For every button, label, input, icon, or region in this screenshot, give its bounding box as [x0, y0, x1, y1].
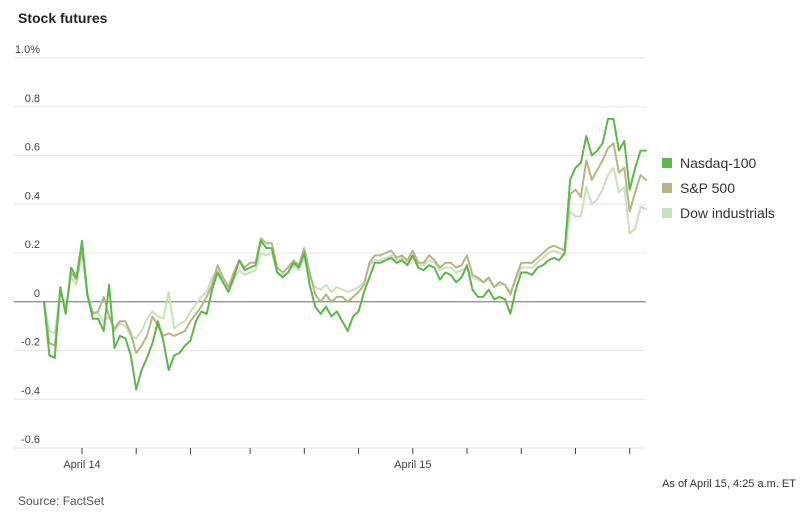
legend-label-nasdaq: Nasdaq-100 [680, 154, 757, 171]
x-tick-label: April 15 [394, 459, 431, 471]
x-tick-label: April 14 [63, 459, 100, 471]
source-note: Source: FactSet [18, 494, 105, 508]
series-line-dow [43, 166, 647, 340]
y-tick-label: -0.6 [21, 434, 40, 446]
legend-item-dow: Dow industrials [662, 200, 775, 225]
chart-title: Stock futures [18, 10, 108, 26]
legend-item-sp500: S&P 500 [662, 175, 775, 200]
series-line-sp500 [43, 142, 647, 354]
legend-label-sp500: S&P 500 [680, 179, 736, 196]
y-tick-label: 0.6 [25, 142, 40, 154]
legend-swatch-sp500 [662, 182, 672, 193]
legend-swatch-nasdaq [662, 157, 672, 168]
x-axis-ticks: April 14 April 15 [63, 448, 631, 471]
grid-layer [14, 57, 646, 449]
legend-swatch-dow [662, 207, 672, 218]
legend: Nasdaq-100 S&P 500 Dow industrials [662, 150, 775, 225]
y-axis-labels: 1.0% 0.8 0.6 0.4 0.2 0 -0.2 -0.4 -0.6 [15, 44, 40, 446]
legend-label-dow: Dow industrials [680, 204, 775, 221]
series-line-nasdaq [43, 117, 647, 391]
as-of-note: As of April 15, 4:25 a.m. ET [662, 478, 796, 490]
y-tick-label: -0.4 [21, 385, 40, 397]
y-tick-label: 0 [34, 288, 40, 300]
y-tick-label: 1.0% [15, 44, 40, 56]
y-tick-label: 0.2 [25, 239, 40, 251]
y-tick-label: 0.4 [25, 190, 40, 202]
y-tick-label: 0.8 [25, 93, 40, 105]
series-layer [43, 117, 647, 391]
legend-item-nasdaq: Nasdaq-100 [662, 150, 775, 175]
y-tick-label: -0.2 [21, 337, 40, 349]
